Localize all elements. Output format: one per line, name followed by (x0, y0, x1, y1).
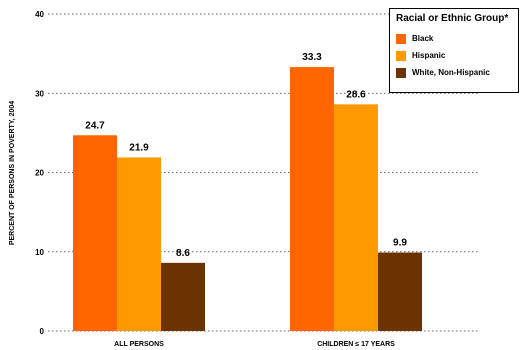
bar-black (290, 67, 334, 331)
data-label: 28.6 (346, 89, 366, 100)
category-labels: ALL PERSONS CHILDREN ≤ 17 YEARS (114, 341, 395, 348)
y-tick-label: 0 (40, 327, 45, 336)
value-labels: 24.7 21.9 8.6 33.3 28.6 9.9 (85, 52, 407, 259)
legend-item-black: Black (396, 30, 518, 47)
bar-white-non-hispanic (161, 262, 205, 331)
legend-swatch (396, 50, 406, 61)
y-tick-label: 20 (35, 169, 44, 178)
legend-item-hispanic: Hispanic (396, 47, 518, 64)
y-axis-label: PERCENT OF PERSONS IN POVERTY, 2004 (9, 101, 16, 245)
data-label: 24.7 (85, 120, 105, 131)
y-tick-label: 40 (35, 10, 44, 19)
bar-hispanic (334, 104, 378, 331)
legend-label: Hispanic (412, 51, 446, 60)
legend-swatch (396, 67, 406, 78)
bar-black (73, 135, 117, 331)
data-label: 21.9 (129, 142, 149, 153)
data-label: 33.3 (302, 52, 322, 63)
x-category-label: ALL PERSONS (114, 341, 164, 348)
data-label: 8.6 (176, 248, 190, 259)
legend-item-white-non-hispanic: White, Non-Hispanic (396, 64, 518, 81)
legend: Racial or Ethnic Group* Black Hispanic Whi… (389, 8, 519, 93)
y-tick-label: 30 (35, 89, 44, 98)
bars (73, 67, 422, 331)
x-category-label: CHILDREN ≤ 17 YEARS (317, 341, 395, 348)
bar-white-non-hispanic (378, 252, 422, 331)
y-axis-ticks: 0 10 20 30 40 (35, 10, 44, 336)
legend-title: Racial or Ethnic Group* (396, 13, 509, 24)
legend-label: Black (412, 34, 434, 43)
legend-label: White, Non-Hispanic (412, 68, 490, 77)
data-label: 9.9 (393, 238, 407, 249)
legend-swatch (396, 33, 406, 44)
bar-hispanic (117, 157, 161, 331)
y-tick-label: 10 (35, 248, 44, 257)
